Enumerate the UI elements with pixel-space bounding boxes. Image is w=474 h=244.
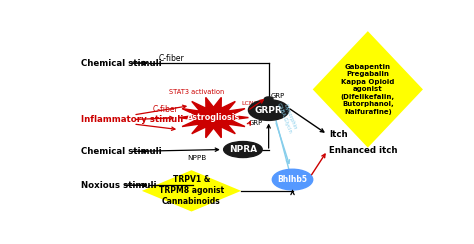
- Polygon shape: [179, 97, 248, 138]
- Text: GRP: GRP: [248, 120, 263, 126]
- Text: Inflammatory stimuli: Inflammatory stimuli: [82, 115, 183, 124]
- Text: NPPB: NPPB: [187, 155, 207, 161]
- Text: NPRA: NPRA: [229, 145, 257, 154]
- Text: LCN2: LCN2: [241, 101, 258, 106]
- Text: GRPR: GRPR: [255, 106, 283, 115]
- Text: Chemical stimuli: Chemical stimuli: [82, 147, 162, 156]
- Polygon shape: [142, 170, 241, 212]
- Text: Itch: Itch: [329, 130, 348, 139]
- Text: Astrogliosis: Astrogliosis: [187, 113, 240, 122]
- Circle shape: [264, 97, 273, 102]
- Text: Enhanced itch: Enhanced itch: [329, 146, 398, 155]
- Text: Noxious stimuli: Noxious stimuli: [82, 181, 157, 190]
- Circle shape: [272, 169, 313, 190]
- Ellipse shape: [224, 142, 262, 158]
- Text: Gabapentin
Pregabalin
Kappa Opioid
agonist
(Difelikefalin,
Butorphanol,
Nalfuraf: Gabapentin Pregabalin Kappa Opioid agoni…: [341, 64, 395, 115]
- Text: Bhlhb5: Bhlhb5: [277, 175, 308, 184]
- Text: STAT3 activation: STAT3 activation: [169, 89, 225, 95]
- Text: TRPV1 &
TRPM8 agonist
Cannabinoids: TRPV1 & TRPM8 agonist Cannabinoids: [159, 175, 224, 206]
- Circle shape: [248, 100, 289, 120]
- Polygon shape: [313, 31, 423, 148]
- Text: Dynorphin
GABA,Glycin: Dynorphin GABA,Glycin: [276, 100, 298, 135]
- Text: Chemical stimuli: Chemical stimuli: [82, 59, 162, 68]
- Text: GRP: GRP: [271, 93, 285, 99]
- Text: C-fiber: C-fiber: [153, 105, 179, 114]
- Text: C-fiber: C-fiber: [158, 54, 184, 63]
